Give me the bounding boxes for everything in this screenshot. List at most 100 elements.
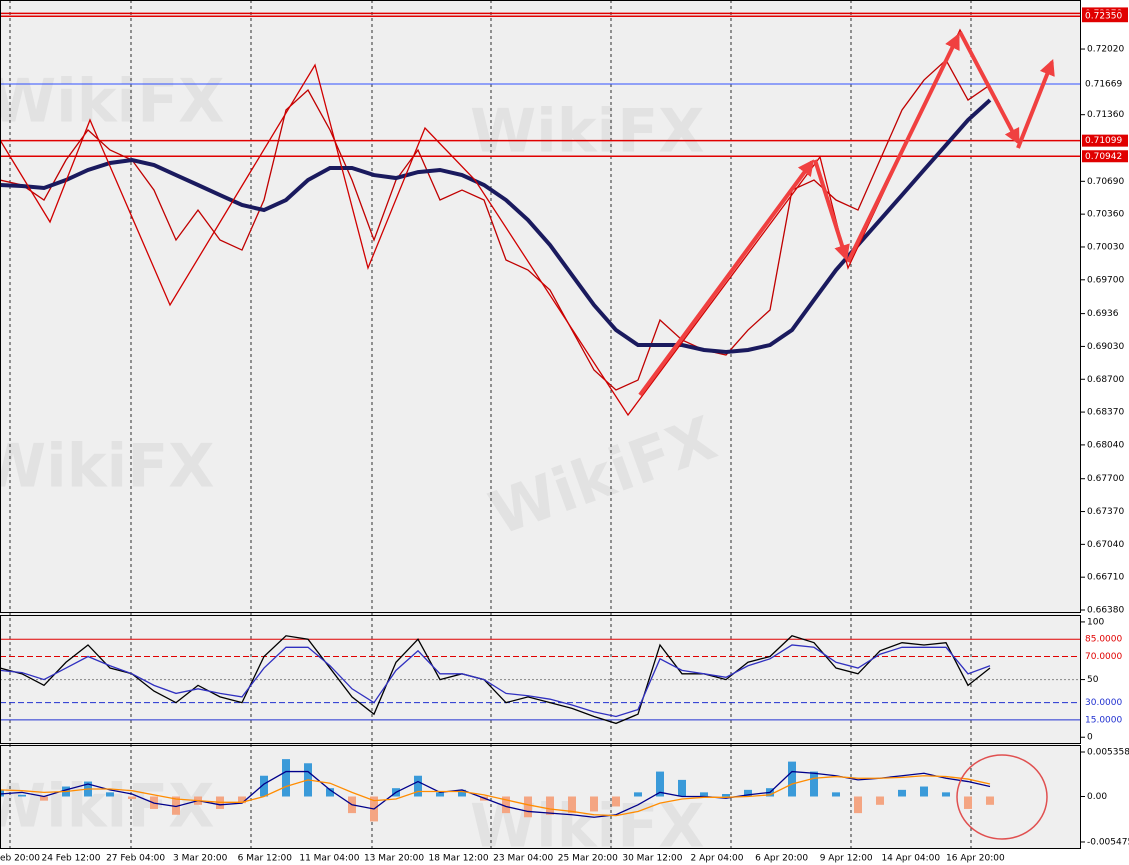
x-tick-label: 24 Feb 12:00 bbox=[41, 854, 100, 864]
y-tick-label: 0.68040 bbox=[1087, 440, 1124, 450]
y-tick-label: -0.005475 bbox=[1087, 837, 1129, 847]
histogram-bar bbox=[612, 796, 620, 807]
series-line bbox=[0, 98, 992, 355]
level-label: 30.0000 bbox=[1085, 698, 1122, 708]
y-tick-label: 0.66710 bbox=[1087, 573, 1124, 583]
watermark: WikiFX bbox=[470, 97, 704, 167]
y-tick-label: 0.71360 bbox=[1087, 110, 1124, 120]
histogram-bar bbox=[920, 786, 928, 797]
x-tick-label: 23 Mar 04:00 bbox=[493, 854, 553, 864]
watermark: WikiFX bbox=[0, 772, 214, 842]
level-label: 0.71669 bbox=[1085, 79, 1122, 89]
level-label: 0.72350 bbox=[1085, 12, 1122, 22]
histogram-bar bbox=[40, 796, 48, 801]
level-label: 0.70942 bbox=[1085, 152, 1122, 162]
zigzag bbox=[0, 28, 1001, 417]
y-tick-label: 0.67370 bbox=[1087, 507, 1124, 517]
x-tick-label: 6 Apr 20:00 bbox=[755, 854, 808, 864]
y-tick-label: 0.66380 bbox=[1087, 606, 1124, 616]
histogram-bar bbox=[326, 788, 334, 797]
y-tick-label: 0.70360 bbox=[1087, 210, 1124, 220]
data-layer bbox=[0, 12, 1080, 822]
y-tick-label: 0.69030 bbox=[1087, 342, 1124, 352]
watermark: WikiFX bbox=[0, 432, 214, 502]
highlight-circle bbox=[956, 754, 1048, 840]
level-label-box bbox=[1082, 150, 1128, 163]
watermark: WikiFX bbox=[0, 67, 224, 137]
histogram-bar bbox=[678, 779, 686, 797]
series-line bbox=[0, 644, 991, 718]
x-tick-label: 25 Mar 20:00 bbox=[558, 854, 618, 864]
level-label-box bbox=[1082, 77, 1128, 90]
level-label: 85.0000 bbox=[1085, 635, 1122, 645]
histogram-bar bbox=[854, 796, 862, 814]
histogram-bar bbox=[458, 789, 466, 797]
histogram-bar bbox=[876, 796, 884, 805]
histogram-bar bbox=[788, 761, 796, 797]
histogram-bar bbox=[744, 789, 752, 797]
y-tick-label: 0.67700 bbox=[1087, 474, 1124, 484]
y-tick-label: 0.70690 bbox=[1087, 177, 1124, 187]
y-tick-label: 0.67040 bbox=[1087, 540, 1124, 550]
x-tick-label: 3 Mar 20:00 bbox=[173, 854, 228, 864]
histogram-bar bbox=[106, 792, 114, 797]
histogram-bar bbox=[568, 796, 576, 814]
level-label-box bbox=[1082, 696, 1128, 709]
level-label-box bbox=[1082, 10, 1128, 23]
x-tick-label: 13 Mar 20:00 bbox=[364, 854, 424, 864]
histogram-bar bbox=[238, 796, 246, 804]
histogram-bar bbox=[634, 792, 642, 797]
histogram-bar bbox=[546, 796, 554, 815]
histogram-bar bbox=[18, 794, 26, 797]
x-tick-label: 14 Apr 04:00 bbox=[881, 854, 940, 864]
histogram-bar bbox=[700, 792, 708, 797]
histogram-bar bbox=[590, 796, 598, 812]
histogram-bar bbox=[502, 796, 510, 814]
level-label: 70.0000 bbox=[1085, 652, 1122, 662]
histogram-bar bbox=[964, 796, 972, 809]
x-tick-label: eb 20:00 bbox=[0, 854, 40, 864]
histogram-bar bbox=[986, 796, 994, 805]
histogram-bar bbox=[656, 771, 664, 797]
level-label-box bbox=[1082, 650, 1128, 663]
histogram-bar bbox=[282, 759, 290, 797]
histogram-bar bbox=[414, 775, 422, 797]
x-tick-label: 11 Mar 04:00 bbox=[299, 854, 359, 864]
y-tick-label: 0.69700 bbox=[1087, 275, 1124, 285]
histogram-bar bbox=[260, 775, 268, 797]
series-line bbox=[0, 770, 991, 818]
y-tick-label: 0 bbox=[1087, 733, 1093, 743]
histogram-bar bbox=[128, 796, 136, 799]
histogram-bar bbox=[832, 792, 840, 797]
y-tick-label: 0.70030 bbox=[1087, 242, 1124, 252]
y-tick-label: 50 bbox=[1087, 675, 1099, 685]
level-label: 0.71099 bbox=[1085, 136, 1122, 146]
histogram-bar bbox=[524, 796, 532, 818]
y-tick-label: 0.0053585 bbox=[1087, 747, 1129, 757]
y-tick-label: 0.6936 bbox=[1087, 309, 1119, 319]
y-tick-label: 100 bbox=[1087, 617, 1104, 627]
y-tick-label: 0.68700 bbox=[1087, 375, 1124, 385]
x-tick-label: 18 Mar 12:00 bbox=[429, 854, 489, 864]
y-tick-label: 0.68370 bbox=[1087, 408, 1124, 418]
x-tick-label: 2 Apr 04:00 bbox=[691, 854, 744, 864]
x-tick-label: 30 Mar 12:00 bbox=[622, 854, 682, 864]
x-tick-label: 16 Apr 20:00 bbox=[946, 854, 1005, 864]
histogram-bar bbox=[810, 771, 818, 797]
histogram-bar bbox=[942, 792, 950, 797]
histogram-bar bbox=[436, 792, 444, 797]
histogram-bar bbox=[0, 789, 4, 797]
level-label-box bbox=[1082, 633, 1128, 646]
x-tick-label: 6 Mar 12:00 bbox=[238, 854, 293, 864]
x-tick-label: 27 Feb 04:00 bbox=[106, 854, 165, 864]
panel-frames bbox=[0, 0, 1081, 849]
histogram-bar bbox=[898, 789, 906, 797]
level-label: 15.0000 bbox=[1085, 715, 1122, 725]
level-label-box bbox=[1082, 713, 1128, 726]
y-tick-label: 0.00 bbox=[1087, 792, 1107, 802]
histogram-bar bbox=[172, 796, 180, 815]
y-tick-label: 0.72020 bbox=[1087, 45, 1124, 55]
histogram-bar bbox=[722, 794, 730, 797]
level-label-box bbox=[1082, 134, 1128, 147]
